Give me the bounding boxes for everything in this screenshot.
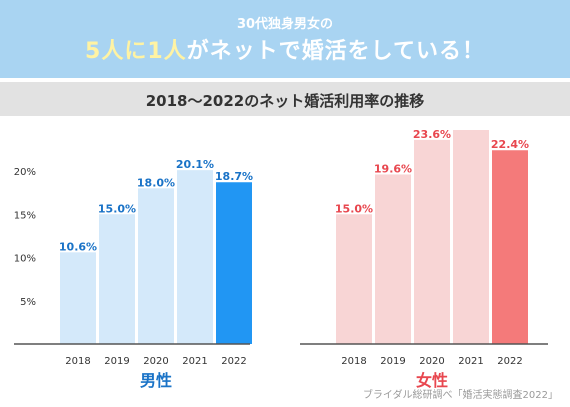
group-label-male: 男性 bbox=[140, 371, 172, 390]
bar-chart: 5% 10% 15% 20% 10.6% 2018 15.0% 2019 18.0% 2020 20… bbox=[14, 130, 548, 392]
header-title-highlight: 5人に1人 bbox=[85, 39, 187, 64]
data-label: 18.7% bbox=[215, 170, 253, 183]
x-tick-label: 2022 bbox=[497, 356, 522, 367]
header-title: 5人に1人がネットで婚活をしている！ bbox=[0, 33, 570, 65]
x-tick-label: 2020 bbox=[419, 356, 444, 367]
data-label: 15.0% bbox=[98, 202, 136, 215]
data-label: 19.6% bbox=[374, 162, 412, 175]
bar-female-2020 bbox=[414, 139, 450, 344]
x-tick-label: 2021 bbox=[182, 356, 207, 367]
data-label: 22.4% bbox=[491, 138, 529, 151]
source-note: ブライダル総研調べ「婚活実態調査2022」 bbox=[362, 390, 558, 401]
bar-male-2019 bbox=[99, 214, 135, 344]
chart-title: 2018〜2022のネット婚活利用率の推移 bbox=[145, 92, 425, 110]
bar-male-2022 bbox=[216, 182, 252, 344]
data-label: 18.0% bbox=[137, 176, 175, 189]
x-tick-label: 2018 bbox=[65, 356, 90, 367]
header-subtitle: 30代独身男女の bbox=[236, 17, 334, 32]
x-tick-label: 2018 bbox=[341, 356, 366, 367]
bar-female-2018 bbox=[336, 214, 372, 344]
bar-male-2020 bbox=[138, 188, 174, 344]
group-label-female: 女性 bbox=[416, 371, 448, 390]
x-tick-label: 2020 bbox=[143, 356, 168, 367]
y-tick-label: 15% bbox=[14, 210, 36, 221]
chart-title-band: 2018〜2022のネット婚活利用率の推移 bbox=[0, 82, 570, 116]
x-tick-label: 2022 bbox=[221, 356, 246, 367]
data-label: 23.6% bbox=[413, 130, 451, 141]
bar-male-2018 bbox=[60, 252, 96, 344]
x-tick-label: 2019 bbox=[380, 356, 405, 367]
header-banner: 30代独身男女の 5人に1人がネットで婚活をしている！ bbox=[0, 0, 570, 78]
data-label: 20.1% bbox=[176, 158, 214, 171]
data-label: 15.0% bbox=[335, 202, 373, 215]
x-tick-label: 2021 bbox=[458, 356, 483, 367]
header-title-rest: がネットで婚活をしている！ bbox=[186, 39, 485, 64]
y-tick-label: 20% bbox=[14, 167, 36, 178]
bar-female-2022 bbox=[492, 150, 528, 344]
y-tick-label: 10% bbox=[14, 254, 36, 265]
data-label: 10.6% bbox=[59, 240, 97, 253]
y-tick-label: 5% bbox=[20, 297, 36, 308]
bar-female-2021 bbox=[453, 130, 489, 344]
x-tick-label: 2019 bbox=[104, 356, 129, 367]
bar-male-2021 bbox=[177, 170, 213, 344]
bar-female-2019 bbox=[375, 174, 411, 344]
